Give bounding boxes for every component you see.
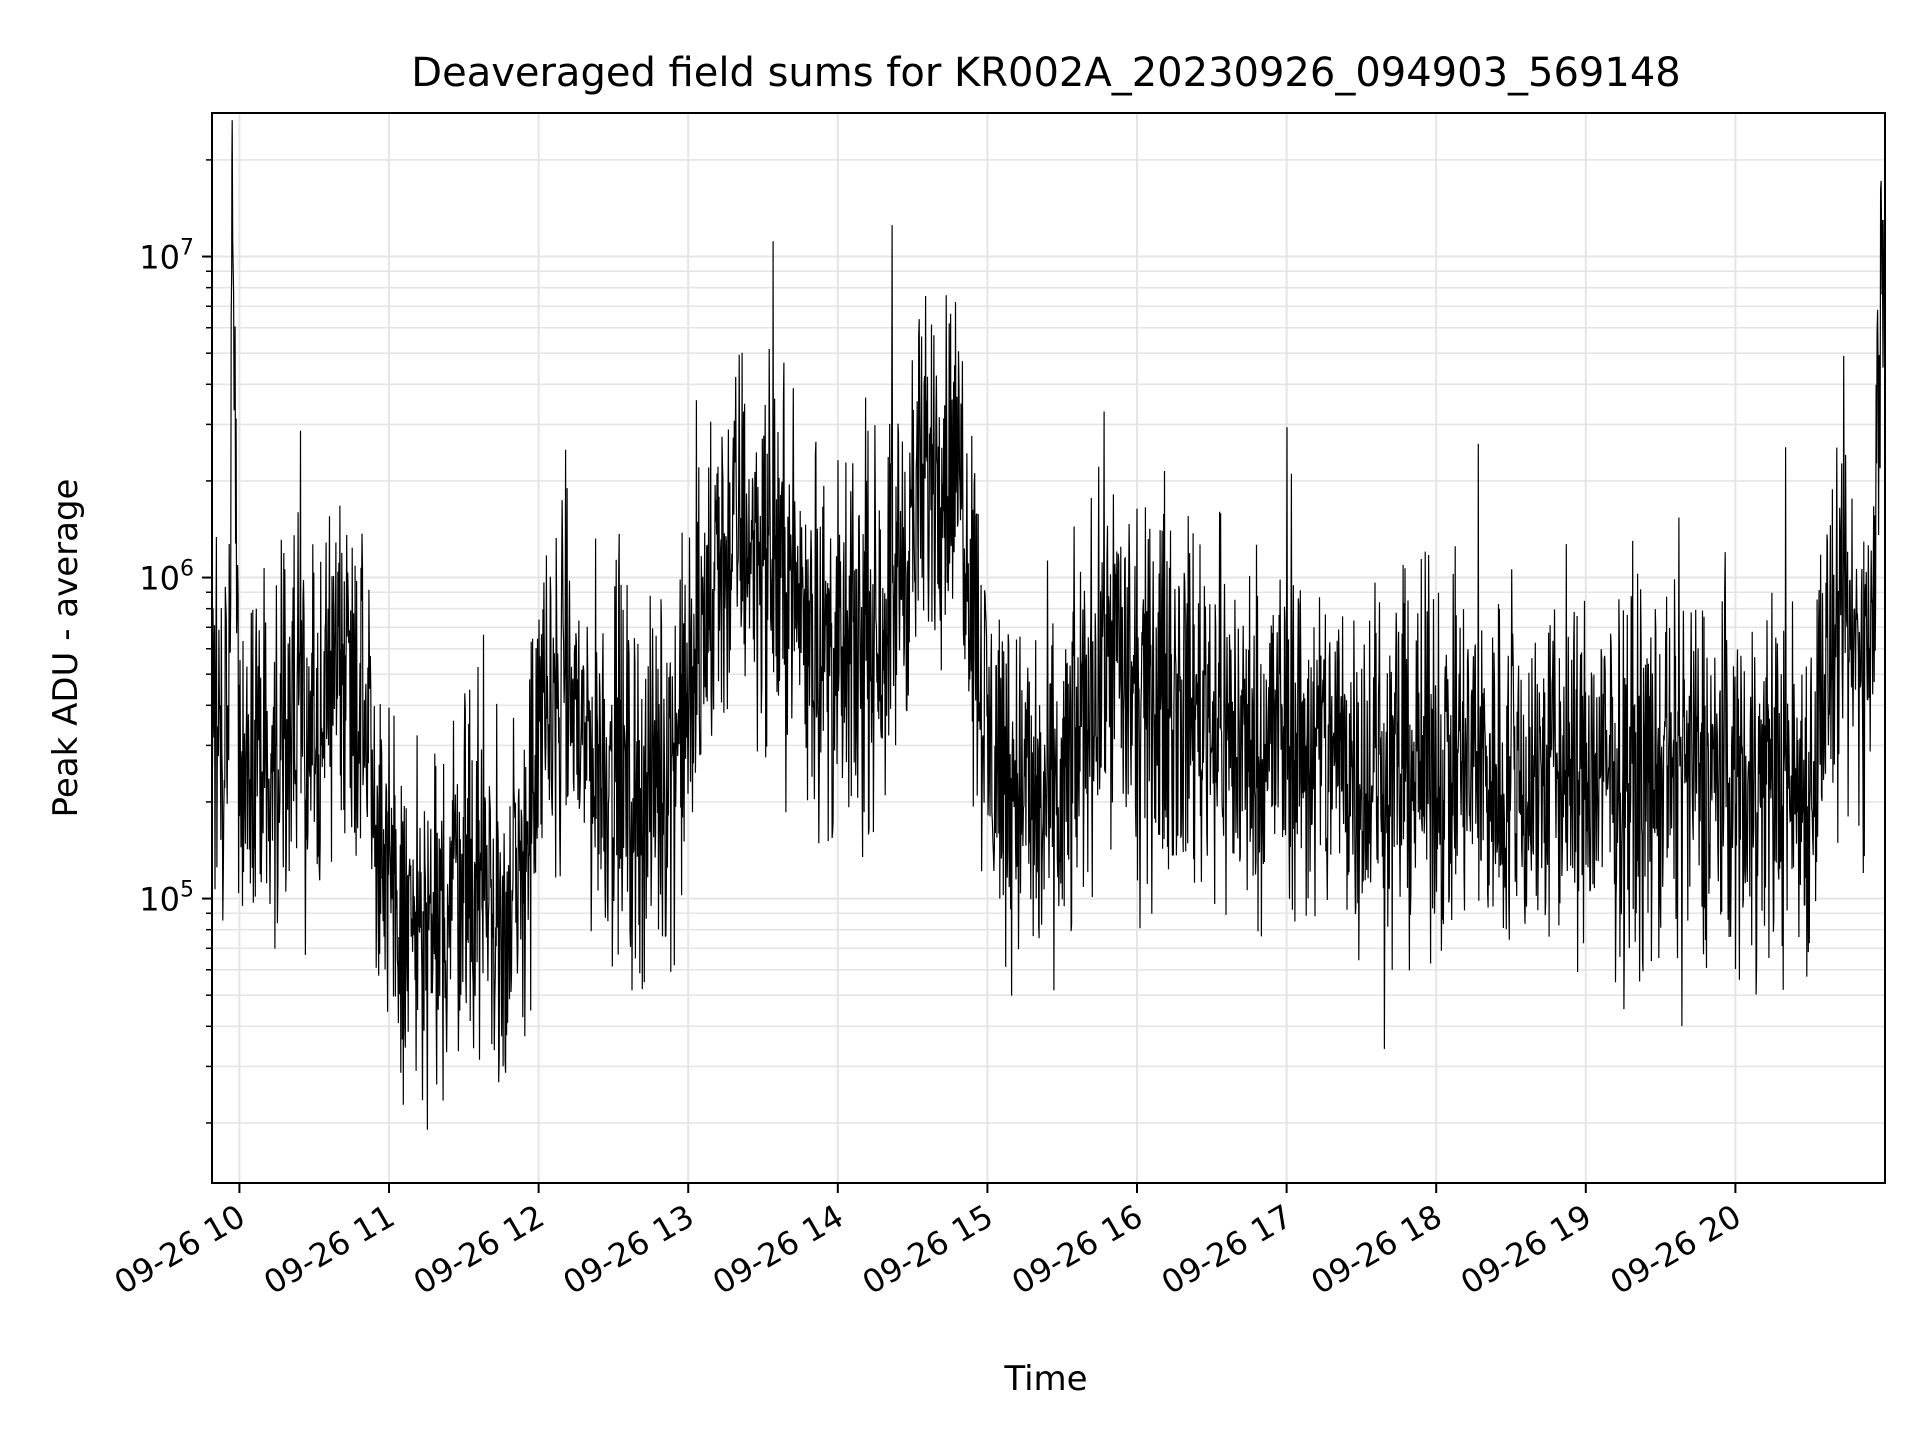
- series-layer: [211, 120, 1885, 1130]
- y-axis-label: Peak ADU - average: [46, 479, 86, 818]
- x-axis-label: Time: [1003, 1359, 1087, 1399]
- series-line: [211, 120, 1885, 1130]
- y-tick-label: 107: [139, 236, 194, 277]
- y-ticks: 105 106 107: [139, 159, 212, 1124]
- chart-title: Deaveraged field sums for KR002A_2023092…: [411, 50, 1680, 96]
- y-tick-label: 105: [139, 878, 194, 919]
- plot-frame: [211, 112, 1886, 1184]
- y-tick-label: 106: [139, 557, 194, 598]
